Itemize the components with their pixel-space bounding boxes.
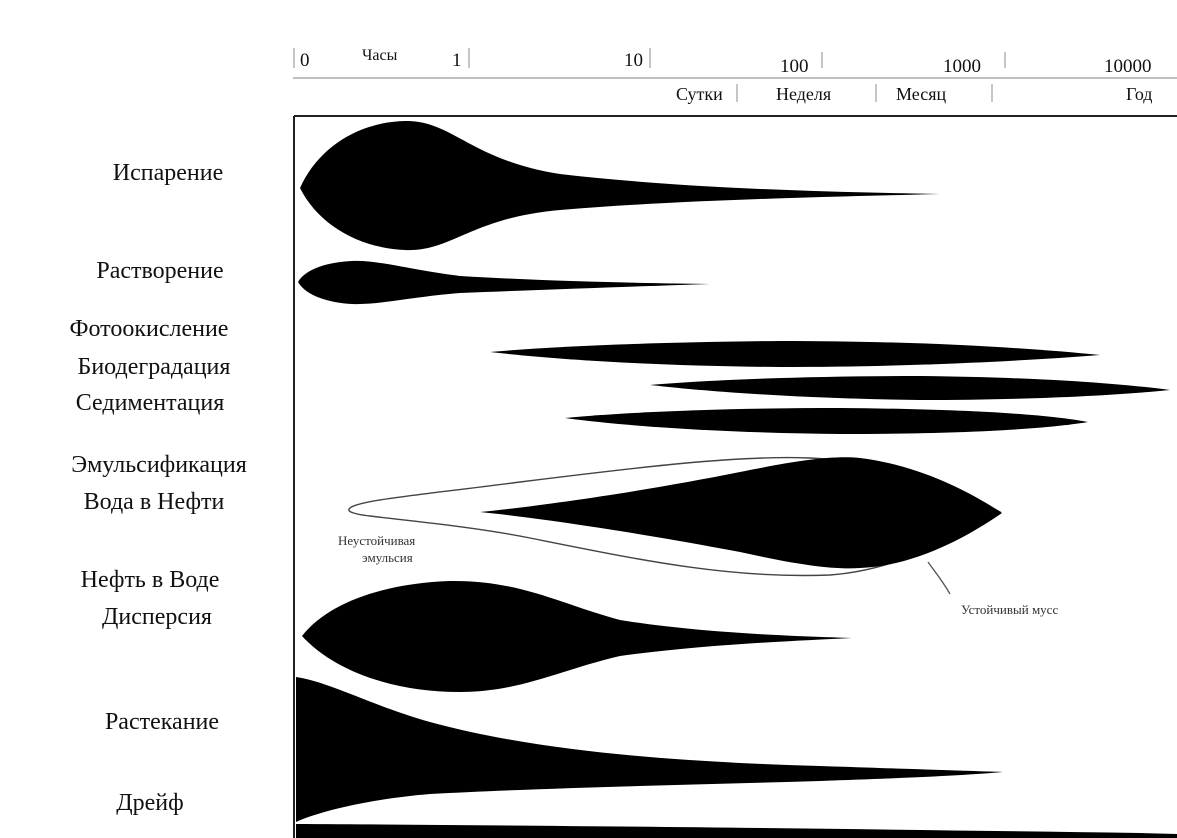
time-axis: 0 Часы 1 10 100 1000 10000 Сутки Неделя … (293, 47, 1177, 104)
spreading-shape (296, 677, 1003, 822)
tick-label-0: 0 (300, 50, 310, 71)
tick-label-10: 10 (624, 50, 643, 71)
sedimentation-shape (565, 408, 1088, 434)
label-biodegradation: Биодеградация (78, 354, 231, 380)
label-dissolution: Растворение (96, 258, 223, 284)
unstable-emulsion-label-line2: эмульсия (362, 550, 413, 565)
stable-mousse-shape (480, 457, 1002, 569)
stable-mousse-label: Устойчивый мусс (961, 602, 1058, 617)
stable-mousse-leader (927, 561, 951, 595)
period-label-week: Неделя (776, 84, 831, 104)
drift-shape (296, 824, 1177, 838)
tick-label-100: 100 (780, 56, 809, 77)
hours-label: Часы (362, 47, 398, 64)
process-labels: Испарение Растворение Фотоокисление Биод… (70, 160, 247, 816)
tick-label-1: 1 (452, 50, 462, 71)
label-oil-in-water: Нефть в Воде (81, 567, 220, 593)
label-photooxidation: Фотоокисление (70, 316, 229, 342)
dispersion-shape (302, 580, 852, 692)
tick-label-1000: 1000 (943, 56, 981, 77)
unstable-emulsion-label-line1: Неустойчивая (338, 533, 415, 548)
label-sedimentation: Седиментация (76, 390, 225, 416)
biodegradation-shape (650, 376, 1170, 400)
label-dispersion: Дисперсия (102, 604, 212, 630)
label-drift: Дрейф (116, 790, 183, 816)
process-shapes (296, 120, 1177, 838)
period-label-day: Сутки (676, 84, 723, 104)
period-label-month: Месяц (896, 84, 946, 104)
dissolution-shape (298, 260, 710, 305)
label-water-in-oil: Вода в Нефти (84, 489, 225, 515)
tick-label-10000: 10000 (1104, 56, 1152, 77)
label-evaporation: Испарение (113, 160, 223, 186)
label-emulsification: Эмульсификация (71, 452, 246, 478)
photooxidation-shape (490, 341, 1100, 367)
period-label-year: Год (1126, 84, 1152, 104)
label-spreading: Растекание (105, 709, 219, 735)
evaporation-shape (300, 120, 940, 251)
